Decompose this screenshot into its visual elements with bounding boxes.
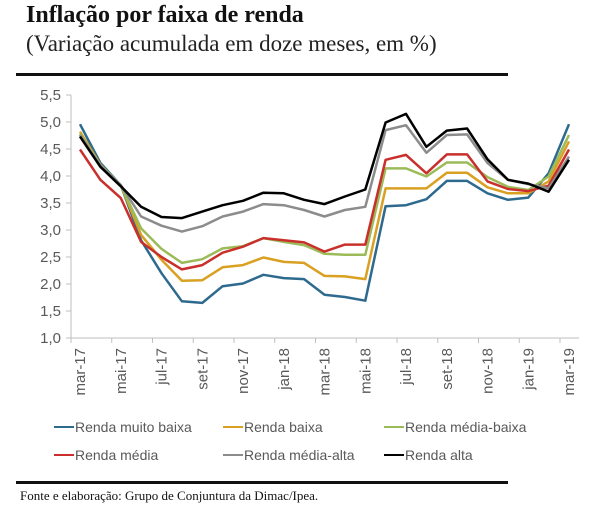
legend-swatch [223,425,243,429]
legend-swatch [384,425,404,429]
y-tick-label: 2,5 [40,249,61,266]
legend-label: Renda muito baixa [75,419,192,435]
series-line-renda-media-alta [78,123,571,233]
x-tick-label: jan-19 [520,348,537,391]
legend-label: Renda média [75,447,159,463]
axes: 1,0 1,5 2,0 2,5 3,0 3,5 4,0 4,5 5,0 5,5 mar-17 mai-… [40,87,579,396]
y-tick-label: 4,0 [40,168,61,185]
x-tick-label: mar-18 [317,348,334,396]
y-tick-label: 1,5 [40,303,61,320]
bottom-divider [16,481,508,484]
x-tick-label: jul-18 [398,348,415,386]
legend-swatch [54,453,74,457]
x-tick-label: jan-18 [276,348,293,391]
legend-label: Renda alta [405,447,473,463]
x-tick-label: nov-17 [235,348,252,394]
top-divider [16,73,508,76]
series-line-renda-muito-baixa [78,123,571,305]
y-tick-label: 5,0 [40,114,61,131]
source-note: Fonte e elaboração: Grupo de Conjuntura … [20,488,319,503]
legend-item-renda-muito-baixa: Renda muito baixa [54,419,192,435]
x-tick-label: set-18 [439,348,456,390]
x-tick-label: mai-18 [357,348,374,394]
y-tick-label: 5,5 [40,87,61,104]
x-tick-label: nov-18 [480,348,497,394]
y-tick-label: 4,5 [40,141,61,158]
x-tick-label: mar-19 [561,348,578,396]
legend-label: Renda média-baixa [405,419,527,435]
y-tick-label: 3,0 [40,222,61,239]
x-tick-label: mai-17 [113,348,130,394]
legend-swatch [223,453,243,457]
legend-item-renda-media: Renda média [54,447,158,463]
legend-item-renda-alta: Renda alta [384,447,473,463]
line-chart: 1,0 1,5 2,0 2,5 3,0 3,5 4,0 4,5 5,0 5,5 mar-17 mai-… [40,87,579,396]
legend-item-renda-media-alta: Renda média-alta [223,447,355,463]
series-line-renda-baixa [78,131,571,283]
series-line-renda-media-baixa [78,133,571,265]
y-tick-label: 2,0 [40,276,61,293]
y-tick-label: 3,5 [40,195,61,212]
x-tick-label: jul-17 [154,348,171,386]
legend-label: Renda baixa [244,419,323,435]
legend-item-renda-media-baixa: Renda média-baixa [384,419,526,435]
legend-swatch [384,453,404,457]
y-tick-label: 1,0 [40,330,61,347]
chart-title: Inflação por faixa de renda [26,2,304,28]
x-tick-label: mar-17 [72,348,89,396]
series-line-renda-alta [78,112,571,220]
legend-swatch [54,425,74,429]
x-tick-label: set-17 [194,348,211,390]
series-lines [78,112,571,305]
series-line-renda-media [78,148,571,271]
chart-subtitle: (Variação acumulada em doze meses, em %) [26,31,437,56]
legend-label: Renda média-alta [244,447,355,463]
legend-item-renda-baixa: Renda baixa [223,419,323,435]
